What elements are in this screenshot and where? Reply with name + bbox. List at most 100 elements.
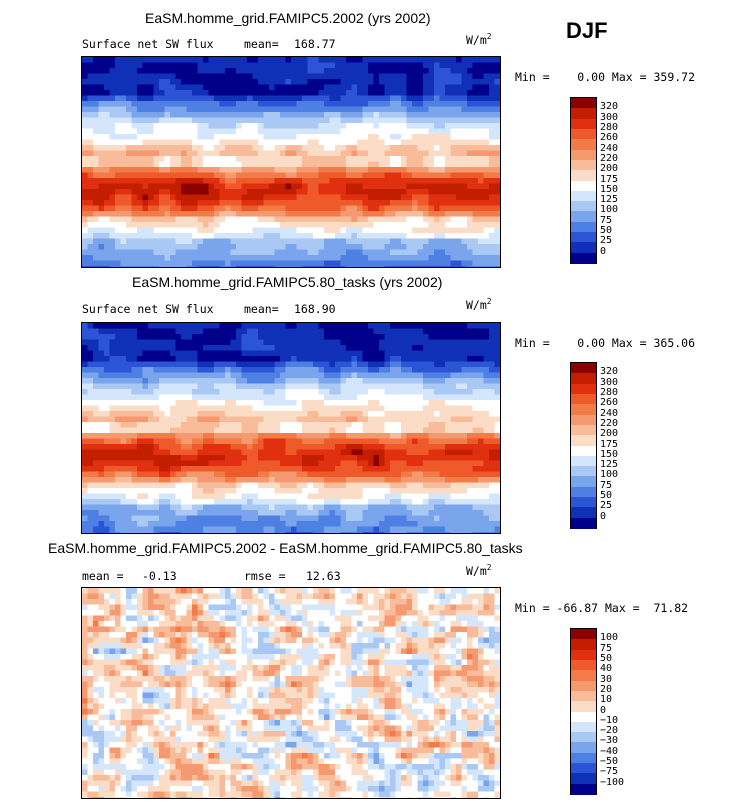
map-cell (98, 433, 105, 439)
map-cell (478, 249, 484, 256)
map-cell (445, 400, 451, 406)
map-cell (351, 383, 358, 390)
map-cell (494, 194, 500, 201)
map-cell (461, 367, 468, 373)
map-cell (445, 255, 451, 261)
map-cell (368, 427, 374, 434)
map-cell (291, 194, 297, 201)
map-cell (214, 400, 220, 406)
map-cell (489, 150, 495, 157)
map-cell (181, 339, 187, 346)
map-cell (428, 79, 435, 85)
map-cell (401, 255, 407, 261)
map-cell (445, 260, 451, 267)
map-cell (98, 95, 105, 102)
map-cell (428, 255, 435, 261)
map-cell (241, 205, 248, 212)
map-cell (450, 460, 457, 467)
map-cell (390, 444, 396, 450)
map-cell (390, 427, 396, 434)
map-cell (247, 361, 253, 368)
map-cell (406, 128, 413, 135)
map-cell (109, 356, 116, 362)
map-cell (126, 238, 132, 245)
map-cell (401, 266, 407, 267)
map-cell (291, 449, 297, 456)
map-cell (142, 145, 149, 151)
map-cell (302, 444, 308, 450)
colorbar-swatch (571, 242, 596, 254)
map-cell (197, 416, 204, 423)
map-cell (120, 238, 127, 245)
map-cell (247, 134, 253, 140)
map-cell (340, 178, 347, 184)
map-cell (208, 161, 215, 168)
map-cell (93, 73, 99, 80)
map-cell (164, 405, 171, 412)
map-cell (109, 178, 116, 184)
map-cell (98, 383, 105, 390)
map-cell (313, 416, 319, 423)
map-cell (159, 62, 165, 69)
map-cell (329, 372, 336, 379)
map-cell (368, 161, 374, 168)
map-cell (357, 134, 363, 140)
map-cell (412, 57, 418, 63)
map-cell (269, 411, 275, 417)
map-cell (104, 183, 110, 190)
map-cell (148, 378, 154, 384)
map-cell (395, 101, 402, 107)
map-cell (241, 178, 248, 184)
map-cell (478, 255, 484, 261)
map-cell (390, 79, 396, 85)
map-cell (335, 260, 341, 267)
map-cell (219, 383, 226, 390)
map-cell (219, 205, 226, 212)
map-cell (192, 145, 198, 151)
map-cell (186, 433, 193, 439)
map-cell (153, 328, 160, 335)
map-cell (494, 394, 500, 401)
map-cell (467, 405, 473, 412)
map-cell (159, 422, 165, 428)
map-cell (302, 194, 308, 201)
map-cell (247, 150, 253, 157)
map-cell (395, 183, 402, 190)
map-cell (126, 405, 132, 412)
map-cell (296, 222, 303, 228)
map-cell (203, 227, 209, 234)
map-cell (252, 112, 259, 118)
map-cell (159, 211, 165, 217)
map-cell (230, 460, 237, 467)
map-cell (164, 416, 171, 423)
map-cell (164, 194, 171, 201)
map-cell (428, 57, 435, 63)
map-cell (93, 68, 99, 74)
map-cell (219, 356, 226, 362)
map-cell (346, 323, 352, 329)
map-cell (252, 150, 259, 157)
map-cell (313, 367, 319, 373)
map-cell (313, 101, 319, 107)
map-cell (406, 150, 413, 157)
map-cell (142, 460, 149, 467)
map-cell (401, 150, 407, 157)
map-cell (148, 411, 154, 417)
map-cell (373, 328, 380, 335)
map-cell (274, 444, 281, 450)
map-cell (197, 123, 204, 129)
map-cell (324, 323, 330, 329)
map-cell (362, 411, 369, 417)
map-cell (87, 323, 94, 329)
map-cell (120, 350, 127, 357)
map-cell (423, 389, 429, 395)
map-cell (115, 266, 121, 267)
map-cell (351, 112, 358, 118)
map-cell (335, 389, 341, 395)
map-cell (439, 260, 446, 267)
map-cell (417, 222, 424, 228)
map-cell (439, 139, 446, 146)
map-cell (412, 205, 418, 212)
map-cell (423, 200, 429, 206)
map-cell (362, 134, 369, 140)
